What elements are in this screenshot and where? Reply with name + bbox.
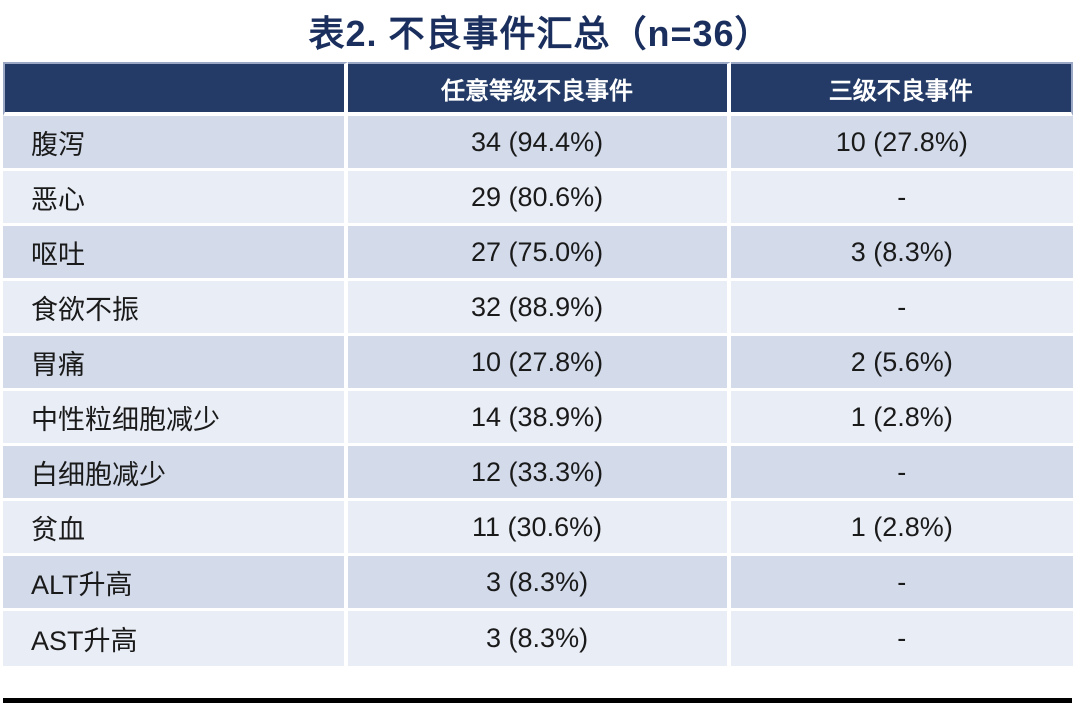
- row-label-cell: ALT升高: [3, 556, 348, 611]
- table-body: 腹泻 34 (94.4%) 10 (27.8%) 恶心 29 (80.6%) -…: [3, 116, 1073, 666]
- any-grade-cell: 10 (27.8%): [347, 336, 731, 391]
- title-bar: 表2. 不良事件汇总（n=36）: [0, 0, 1080, 62]
- any-grade-cell: 11 (30.6%): [347, 501, 731, 556]
- row-label-cell: 呕吐: [3, 226, 348, 281]
- table-row: ALT升高 3 (8.3%) -: [3, 556, 1073, 611]
- table-row: AST升高 3 (8.3%) -: [3, 611, 1073, 666]
- table-row: 中性粒细胞减少 14 (38.9%) 1 (2.8%): [3, 391, 1073, 446]
- any-grade-cell: 3 (8.3%): [347, 611, 731, 666]
- row-label-cell: 腹泻: [3, 116, 348, 171]
- any-grade-cell: 29 (80.6%): [347, 171, 731, 226]
- column-header-empty: [3, 62, 348, 116]
- row-label-cell: 胃痛: [3, 336, 348, 391]
- table-row: 腹泻 34 (94.4%) 10 (27.8%): [3, 116, 1073, 171]
- any-grade-cell: 32 (88.9%): [347, 281, 731, 336]
- grade3-cell: -: [730, 446, 1073, 501]
- bottom-bar: [3, 698, 1072, 703]
- row-label-cell: 中性粒细胞减少: [3, 391, 348, 446]
- row-label-cell: 恶心: [3, 171, 348, 226]
- table-row: 白细胞减少 12 (33.3%) -: [3, 446, 1073, 501]
- grade3-cell: 2 (5.6%): [730, 336, 1073, 391]
- table-row: 恶心 29 (80.6%) -: [3, 171, 1073, 226]
- grade3-cell: -: [730, 171, 1073, 226]
- grade3-cell: 3 (8.3%): [730, 226, 1073, 281]
- column-header-any-grade: 任意等级不良事件: [347, 62, 731, 116]
- row-label-cell: 白细胞减少: [3, 446, 348, 501]
- row-label-cell: AST升高: [3, 611, 348, 666]
- grade3-cell: -: [730, 556, 1073, 611]
- any-grade-cell: 12 (33.3%): [347, 446, 731, 501]
- grade3-cell: 1 (2.8%): [730, 391, 1073, 446]
- table-row: 食欲不振 32 (88.9%) -: [3, 281, 1073, 336]
- any-grade-cell: 14 (38.9%): [347, 391, 731, 446]
- grade3-cell: 1 (2.8%): [730, 501, 1073, 556]
- table-header-row: 任意等级不良事件 三级不良事件: [3, 62, 1073, 116]
- any-grade-cell: 3 (8.3%): [347, 556, 731, 611]
- table-row: 贫血 11 (30.6%) 1 (2.8%): [3, 501, 1073, 556]
- grade3-cell: -: [730, 611, 1073, 666]
- grade3-cell: 10 (27.8%): [730, 116, 1073, 171]
- any-grade-cell: 27 (75.0%): [347, 226, 731, 281]
- adverse-events-table: 任意等级不良事件 三级不良事件 腹泻 34 (94.4%) 10 (27.8%)…: [3, 62, 1073, 666]
- table-row: 胃痛 10 (27.8%) 2 (5.6%): [3, 336, 1073, 391]
- any-grade-cell: 34 (94.4%): [347, 116, 731, 171]
- page-title: 表2. 不良事件汇总（n=36）: [308, 13, 772, 54]
- row-label-cell: 贫血: [3, 501, 348, 556]
- column-header-grade3: 三级不良事件: [730, 62, 1073, 116]
- row-label-cell: 食欲不振: [3, 281, 348, 336]
- table-row: 呕吐 27 (75.0%) 3 (8.3%): [3, 226, 1073, 281]
- grade3-cell: -: [730, 281, 1073, 336]
